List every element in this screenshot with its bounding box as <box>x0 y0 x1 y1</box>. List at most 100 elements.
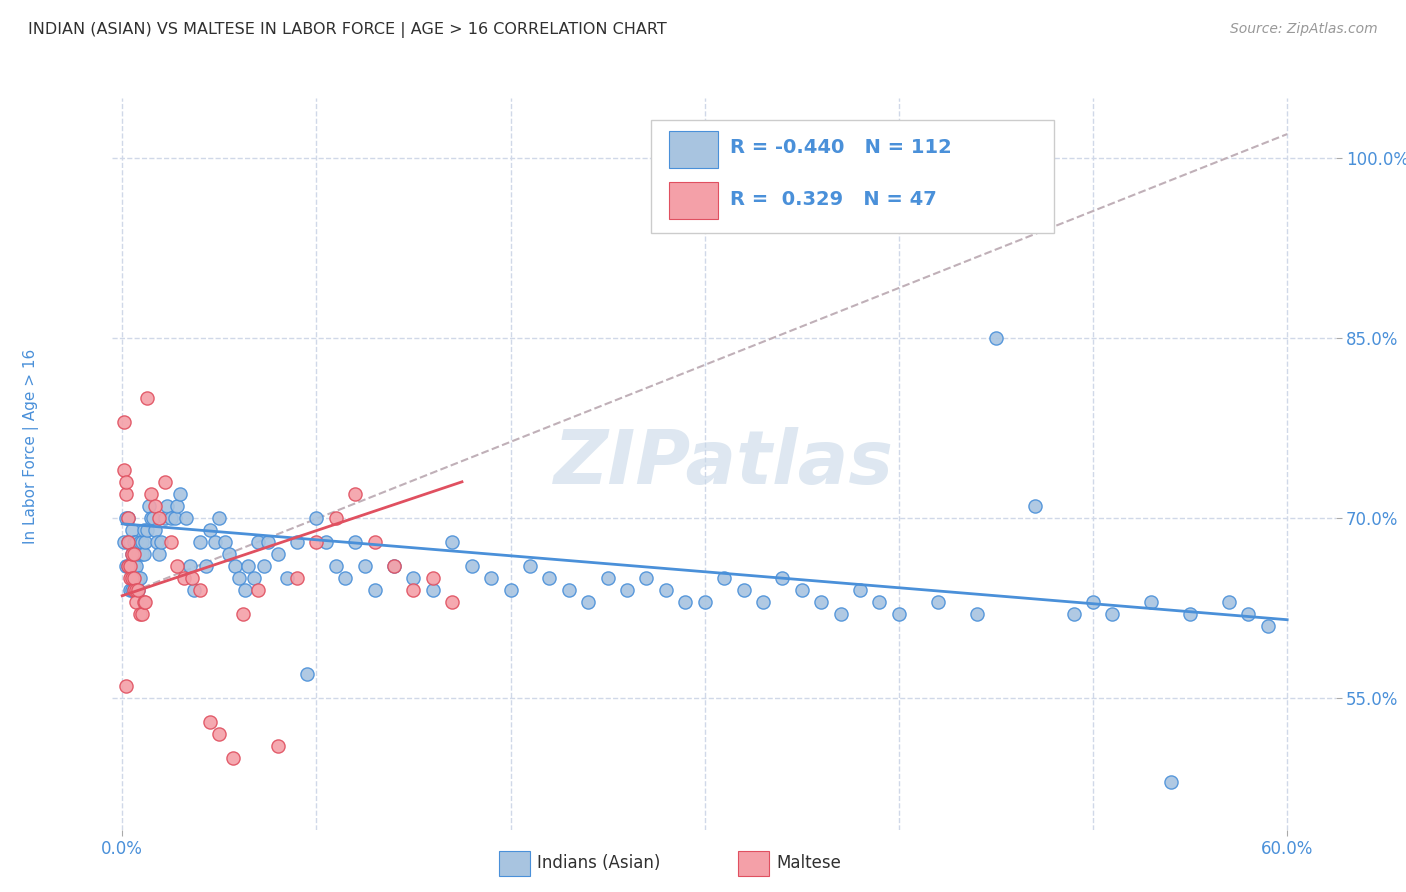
Point <box>153 475 176 489</box>
Point <box>128 571 150 585</box>
Point <box>218 547 240 561</box>
Point <box>887 607 910 621</box>
Point <box>713 571 735 585</box>
Point <box>188 534 211 549</box>
Point <box>122 582 145 597</box>
Text: Indians (Asian): Indians (Asian) <box>537 855 661 872</box>
Point <box>141 510 163 524</box>
Point <box>790 582 813 597</box>
Point <box>224 558 246 573</box>
Point <box>117 534 139 549</box>
Point <box>121 571 143 585</box>
Point <box>143 499 166 513</box>
Point <box>208 726 231 740</box>
Point <box>810 595 832 609</box>
Point <box>422 582 444 597</box>
Point <box>121 547 143 561</box>
Point <box>422 571 444 585</box>
Point <box>1063 607 1085 621</box>
Point <box>115 679 138 693</box>
Point <box>228 571 250 585</box>
Text: Maltese: Maltese <box>776 855 841 872</box>
Point <box>558 582 581 597</box>
Point <box>132 547 155 561</box>
Point <box>125 582 148 597</box>
Point <box>118 534 141 549</box>
Point <box>382 558 405 573</box>
Point <box>121 547 143 561</box>
Point <box>156 499 179 513</box>
Point <box>222 750 245 764</box>
Point <box>169 487 191 501</box>
Point <box>134 595 156 609</box>
Point <box>150 534 173 549</box>
Point <box>136 391 159 405</box>
Point <box>616 582 638 597</box>
Point <box>830 607 852 621</box>
Point <box>173 571 195 585</box>
Point <box>266 739 288 753</box>
Point <box>335 571 357 585</box>
Point <box>131 607 153 621</box>
Point <box>927 595 949 609</box>
Point <box>499 582 522 597</box>
Point <box>118 558 141 573</box>
Point <box>1178 607 1201 621</box>
Point <box>131 534 153 549</box>
Point <box>256 534 278 549</box>
Point <box>117 510 139 524</box>
Point <box>208 510 231 524</box>
Point <box>179 558 201 573</box>
Point <box>122 571 145 585</box>
Point <box>344 534 367 549</box>
Point <box>382 558 405 573</box>
Point <box>142 510 165 524</box>
Point <box>146 534 169 549</box>
Point <box>118 571 141 585</box>
Point <box>243 571 266 585</box>
Point <box>153 510 176 524</box>
Point <box>232 607 254 621</box>
Point <box>118 558 141 573</box>
Point <box>125 595 148 609</box>
Point <box>247 582 270 597</box>
Point <box>285 571 308 585</box>
Point <box>402 582 425 597</box>
Point <box>115 510 138 524</box>
Point <box>752 595 775 609</box>
Point <box>238 558 260 573</box>
Point <box>1237 607 1260 621</box>
Point <box>118 582 141 597</box>
Point <box>198 714 221 729</box>
Point <box>325 510 347 524</box>
Point <box>131 547 153 561</box>
Point <box>127 547 149 561</box>
Point <box>181 571 204 585</box>
Point <box>966 607 988 621</box>
Point <box>125 582 148 597</box>
Point <box>693 595 716 609</box>
Point <box>441 595 464 609</box>
Point <box>363 534 385 549</box>
Point <box>166 558 188 573</box>
Point <box>247 534 270 549</box>
Point <box>115 475 138 489</box>
Point <box>136 523 159 537</box>
Point <box>673 595 696 609</box>
Point <box>127 571 149 585</box>
Point <box>285 534 308 549</box>
Point <box>159 534 181 549</box>
Point <box>117 534 139 549</box>
Point <box>128 534 150 549</box>
Bar <box>669 131 718 168</box>
Point <box>141 487 163 501</box>
Point <box>363 582 385 597</box>
Point <box>733 582 755 597</box>
Point <box>305 510 328 524</box>
Point <box>1160 774 1182 789</box>
Point <box>1101 607 1123 621</box>
Point <box>183 582 205 597</box>
Point <box>112 534 135 549</box>
Point <box>112 415 135 429</box>
Point <box>266 547 288 561</box>
